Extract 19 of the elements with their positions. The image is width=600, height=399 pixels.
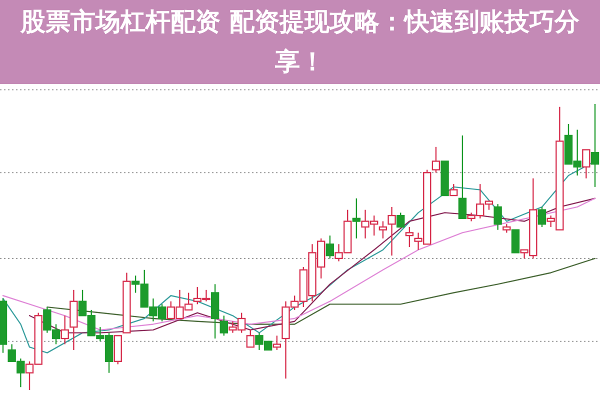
candlestick — [450, 183, 458, 196]
candlestick — [458, 134, 467, 219]
candlestick — [326, 234, 334, 260]
candlestick — [378, 220, 388, 240]
candlestick — [511, 229, 520, 254]
candlestick — [246, 329, 255, 348]
candlestick — [582, 149, 590, 179]
candlestick — [396, 212, 405, 228]
chart-title: 股票市场杠杆配资 配资提现攻略：快速到账技巧分享！ — [19, 6, 580, 78]
candlestick — [590, 103, 600, 188]
candlestick — [494, 204, 502, 230]
candlestick — [388, 206, 396, 256]
candlestick — [60, 315, 69, 345]
candlestick — [352, 198, 361, 240]
candlestick — [405, 226, 414, 248]
candlestick — [272, 335, 282, 351]
candlestick — [432, 146, 440, 174]
candlestick — [220, 315, 228, 336]
candlestick — [538, 206, 546, 228]
